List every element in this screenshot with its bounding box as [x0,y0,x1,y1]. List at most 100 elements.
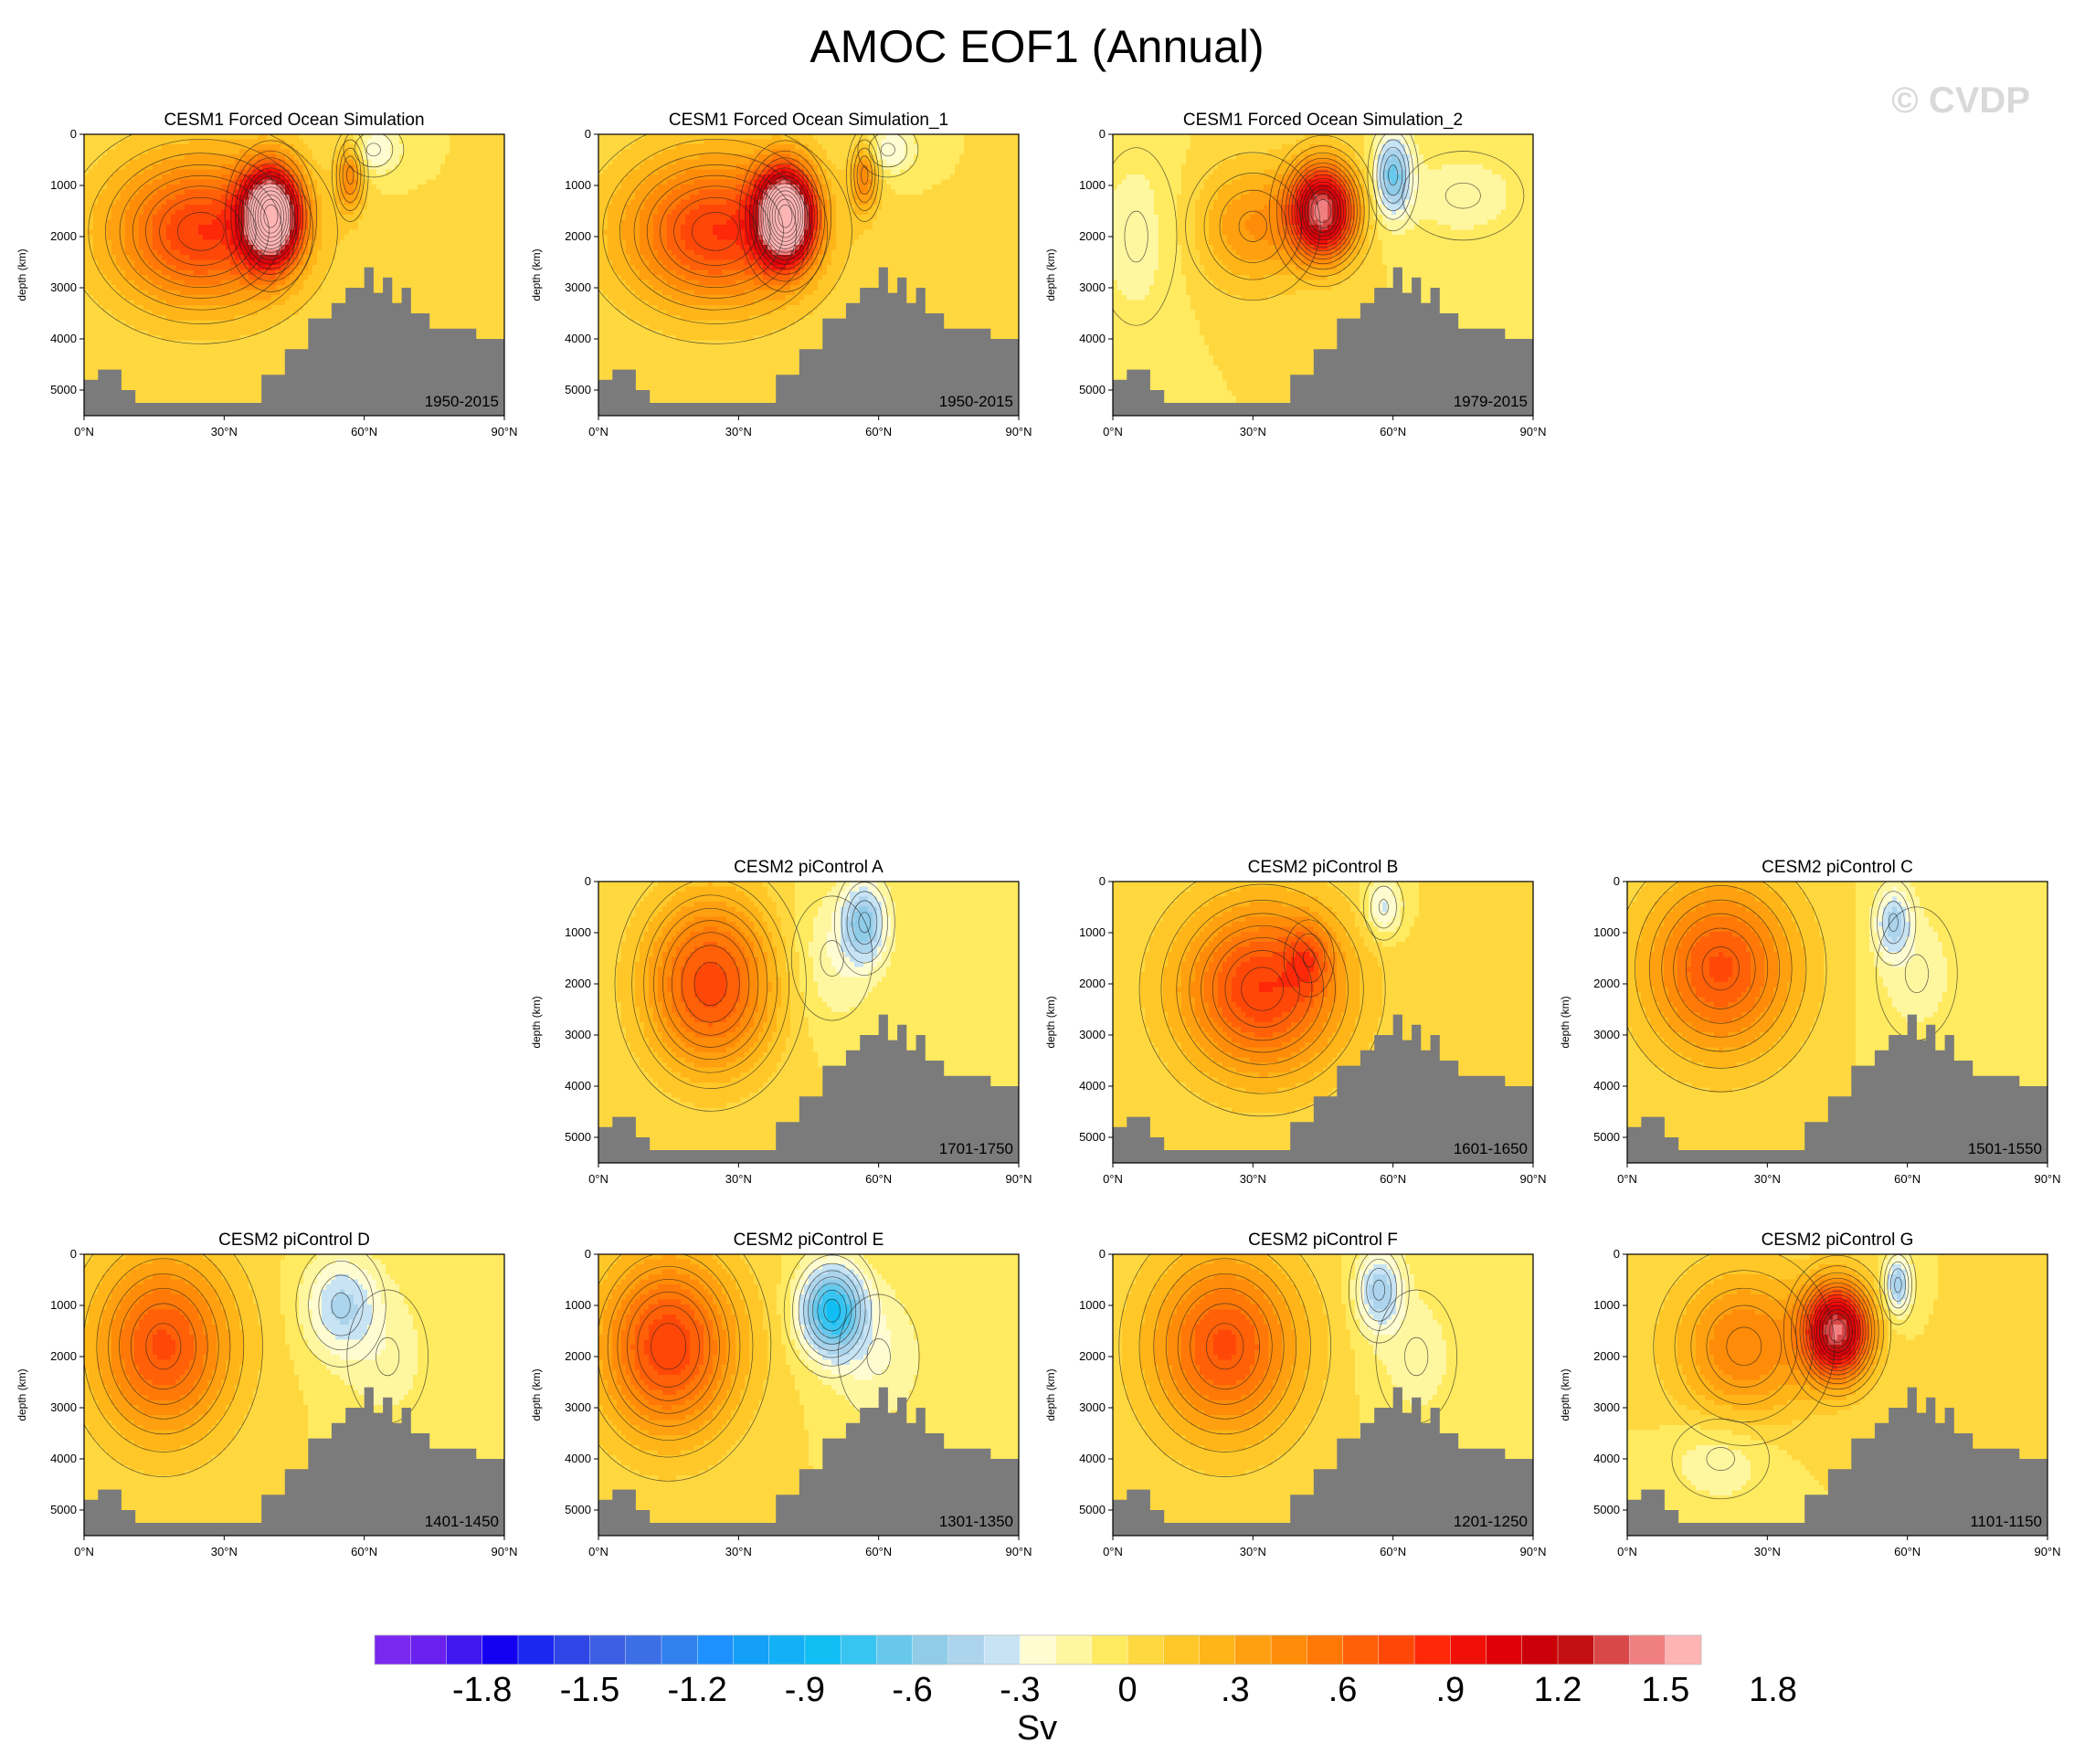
colorbar-swatch [554,1634,590,1665]
colorbar-swatch [1055,1634,1093,1665]
y-tick-label: 0 [585,1247,591,1261]
colorbar-swatch [912,1634,949,1665]
colorbar-swatch [733,1634,770,1665]
colorbar-swatch [1629,1634,1667,1665]
seafloor [598,1387,1019,1536]
panel-9: CESM2 piControl F 0 1000 2000 3000 4000 5000 0°… [1044,1231,1547,1558]
y-tick-label: 4000 [565,1079,591,1093]
colorbar-tick-label: .3 [1221,1671,1250,1709]
x-tick-label: 30°N [1754,1545,1781,1558]
period-label: 1401-1450 [425,1513,499,1530]
x-tick-label: 90°N [1005,1172,1032,1186]
x-tick-label: 60°N [351,1545,377,1558]
x-tick-label: 90°N [491,1545,517,1558]
panel-title: CESM2 piControl F [1248,1231,1398,1250]
y-tick-label: 3000 [50,1400,77,1414]
panel-title: CESM2 piControl E [734,1231,884,1250]
x-tick-label: 90°N [1005,425,1032,438]
contour-field [84,1254,504,1536]
y-tick-label: 3000 [565,1400,591,1414]
y-tick-label: 0 [585,127,591,141]
y-tick-label: 5000 [565,1503,591,1516]
contour-field [598,882,1019,1163]
panel-title: CESM2 piControl A [734,858,884,877]
y-axis-label: depth (km) [16,248,28,301]
panel-3: CESM1 Forced Ocean Simulation_2 0 1000 2000… [1044,111,1547,438]
y-tick-label: 2000 [565,1349,591,1363]
colorbar-swatch [1378,1634,1415,1665]
colorbar-swatch [589,1634,627,1665]
y-tick-label: 5000 [1079,1130,1106,1144]
y-tick-label: 1000 [565,925,591,939]
panel-frame [83,1253,505,1537]
x-tick-label: 90°N [2034,1545,2060,1558]
x-tick-label: 30°N [1754,1172,1781,1186]
panel-frame [1112,1253,1534,1537]
x-tick-label: 30°N [1240,1545,1266,1558]
period-label: 1979-2015 [1454,393,1528,410]
x-tick-label: 60°N [351,425,377,438]
colorbar-label: Sv [1017,1709,1057,1748]
colorbar-swatch [983,1634,1021,1665]
period-label: 1950-2015 [939,393,1013,410]
y-tick-label: 0 [1099,874,1106,888]
colorbar-tick-label: -.6 [892,1671,932,1709]
panel-frame [598,133,1020,417]
seafloor [598,1014,1019,1163]
panel-title: CESM2 piControl C [1762,858,1913,877]
y-axis-label: depth (km) [530,248,543,301]
colorbar-swatch [947,1634,985,1665]
y-tick-label: 2000 [50,229,77,243]
y-tick-label: 0 [1099,1247,1106,1261]
panel-7: CESM2 piControl D 0 1000 2000 3000 4000 5000 0°… [16,1231,518,1558]
panel-title: CESM2 piControl D [218,1231,370,1250]
seafloor [1113,267,1533,416]
panel-frame [1626,1253,2048,1537]
x-tick-label: 60°N [865,1545,892,1558]
y-tick-label: 2000 [1079,1349,1106,1363]
colorbar-tick-label: -.3 [1000,1671,1040,1709]
x-tick-label: 60°N [1380,425,1406,438]
x-tick-label: 0°N [74,425,94,438]
seafloor [1113,1387,1533,1536]
contour-field [1113,882,1533,1163]
y-tick-label: 0 [1099,127,1106,141]
colorbar-tick-label: -1.5 [560,1671,619,1709]
x-tick-label: 30°N [725,1172,752,1186]
colorbar-tick-label: 1.8 [1749,1671,1797,1709]
colorbar-swatch [1665,1634,1702,1665]
colorbar-tick-label: .9 [1435,1671,1465,1709]
y-tick-label: 4000 [1079,1079,1106,1093]
x-tick-label: 60°N [865,425,892,438]
seafloor [1113,1014,1533,1163]
colorbar-swatch [1163,1634,1201,1665]
panel-4: CESM2 piControl A 0 1000 2000 3000 4000 5000 0°… [530,858,1032,1186]
panel-frame [1112,881,1534,1164]
page-title: AMOC EOF1 (Annual) [0,20,2074,73]
x-tick-label: 30°N [211,1545,238,1558]
panel-title: CESM1 Forced Ocean Simulation [164,111,424,130]
y-tick-label: 0 [1614,1247,1620,1261]
y-tick-label: 3000 [1079,280,1106,294]
colorbar-swatch [876,1634,914,1665]
period-label: 1701-1750 [939,1140,1013,1157]
y-tick-label: 4000 [1593,1079,1620,1093]
y-tick-label: 3000 [565,1028,591,1041]
x-tick-label: 0°N [1103,425,1123,438]
y-tick-label: 1000 [1079,925,1106,939]
colorbar-tick-label: 1.2 [1534,1671,1582,1709]
seafloor [598,267,1019,416]
colorbar-tick-label: -1.2 [667,1671,726,1709]
y-tick-label: 1000 [565,1298,591,1312]
x-tick-label: 90°N [1519,425,1546,438]
x-tick-label: 90°N [1005,1545,1032,1558]
colorbar-swatch [1557,1634,1594,1665]
panel-8: CESM2 piControl E 0 1000 2000 3000 4000 5000 0°… [530,1231,1032,1558]
y-tick-label: 0 [585,874,591,888]
y-tick-label: 4000 [50,1452,77,1465]
x-tick-label: 90°N [2034,1172,2060,1186]
x-tick-label: 60°N [1894,1545,1921,1558]
y-tick-label: 5000 [50,383,77,396]
y-axis-label: depth (km) [1559,1368,1571,1421]
seafloor [84,1387,504,1536]
